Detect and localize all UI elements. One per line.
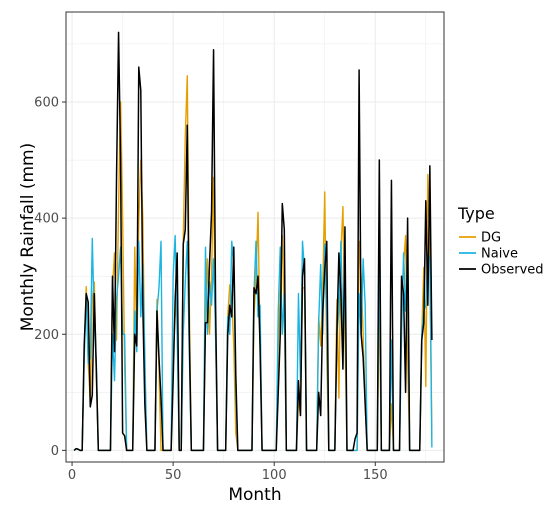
y-tick-label: 0 (51, 444, 59, 459)
y-axis: 0 200 400 600 (34, 96, 66, 459)
x-tick-label: 150 (363, 468, 388, 483)
legend-label-dg: DG (481, 231, 501, 246)
y-tick-label: 400 (34, 212, 59, 227)
x-tick-label: 50 (165, 468, 182, 483)
x-tick-label: 100 (262, 468, 287, 483)
series-line-observed (73, 31, 433, 452)
legend-label-observed: Observed (481, 263, 544, 278)
x-axis: 0 50 100 150 (68, 462, 388, 483)
y-axis-title: Monthly Rainfall (mm) (18, 143, 38, 331)
legend-title: Type (457, 204, 495, 223)
y-tick-label: 600 (34, 96, 59, 111)
y-tick-label: 200 (34, 328, 59, 343)
x-tick-label: 0 (68, 468, 76, 483)
plot-border (65, 11, 445, 463)
legend-label-naive: Naive (481, 247, 518, 262)
series-lines (73, 31, 433, 452)
x-axis-title: Month (228, 485, 281, 505)
